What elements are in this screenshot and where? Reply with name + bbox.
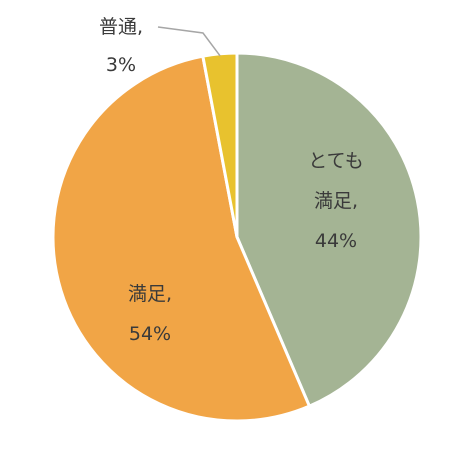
pie-slice-1 [235,51,423,408]
leader-lines [157,26,221,57]
pie-slice-2 [51,54,311,423]
data-label-line: 3% [106,54,136,76]
data-label-slice-3: 普通, 3% [99,16,143,76]
data-label-line: 44% [315,230,357,252]
slices-layer [51,51,423,423]
data-label-line: 54% [129,323,171,345]
data-label-slice-2: 満足, 54% [128,283,172,345]
data-label-line: 満足, [314,190,358,212]
data-label-line: 普通, [99,16,143,38]
data-label-line: とても [308,150,363,172]
data-labels: とても満足, 44% 満足, 54% 普通, 3% [99,16,364,345]
pie-slice-3 [201,51,239,239]
leader-line-slice-3 [157,26,221,57]
data-label-line: 満足, [128,283,172,305]
data-label-slice-1: とても満足, 44% [308,150,363,252]
